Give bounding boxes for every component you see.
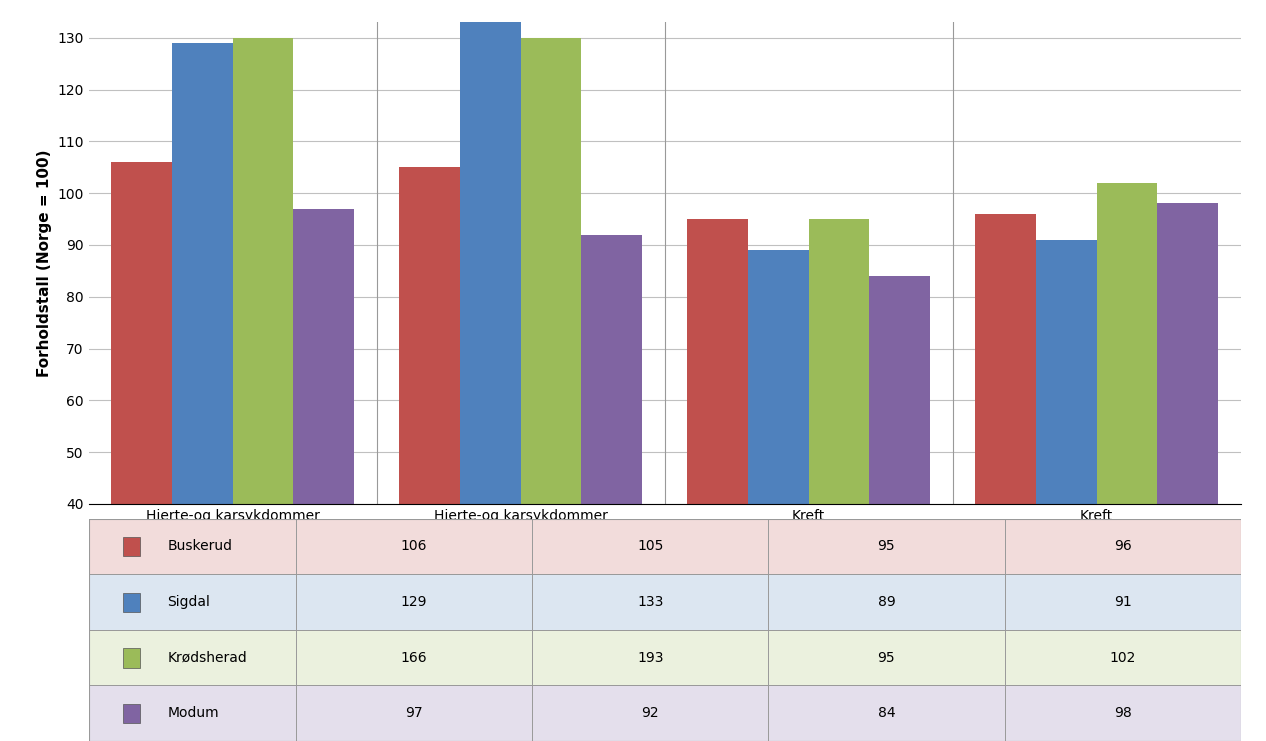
Bar <box>460 22 520 711</box>
Bar <box>687 219 748 711</box>
Text: 102: 102 <box>1109 651 1136 665</box>
Bar <box>581 235 642 711</box>
Text: 95: 95 <box>877 539 895 554</box>
Bar <box>1036 240 1096 711</box>
Text: 84: 84 <box>877 706 895 720</box>
Bar <box>89 574 1241 630</box>
Text: Sigdal: Sigdal <box>167 595 210 609</box>
Bar <box>809 219 870 711</box>
Bar <box>399 167 460 711</box>
Bar <box>123 537 139 556</box>
Bar <box>172 43 233 711</box>
Text: 105: 105 <box>637 539 663 554</box>
Text: Modum: Modum <box>167 706 219 720</box>
Text: Krødsherad: Krødsherad <box>167 651 247 665</box>
Text: 133: 133 <box>637 595 663 609</box>
Text: 91: 91 <box>1114 595 1132 609</box>
Bar <box>111 162 172 711</box>
Text: 193: 193 <box>637 651 663 665</box>
Text: 95: 95 <box>877 651 895 665</box>
Text: 89: 89 <box>877 595 895 609</box>
Bar <box>89 685 1241 741</box>
Bar <box>975 214 1036 711</box>
Bar <box>870 276 931 711</box>
Bar <box>1157 204 1218 711</box>
Bar <box>294 209 354 711</box>
Bar <box>89 519 1241 574</box>
Text: 96: 96 <box>1114 539 1132 554</box>
Bar <box>520 38 581 711</box>
Text: 92: 92 <box>642 706 660 720</box>
Bar <box>1096 183 1157 711</box>
Text: 166: 166 <box>401 651 428 665</box>
Text: 97: 97 <box>405 706 423 720</box>
Text: 98: 98 <box>1114 706 1132 720</box>
Text: 106: 106 <box>401 539 428 554</box>
Text: Buskerud: Buskerud <box>167 539 233 554</box>
Text: 129: 129 <box>401 595 428 609</box>
Bar <box>123 704 139 723</box>
Bar <box>748 250 809 711</box>
Bar <box>233 38 294 711</box>
Bar <box>123 593 139 612</box>
Y-axis label: Forholdstall (Norge = 100): Forholdstall (Norge = 100) <box>37 149 52 377</box>
Bar <box>123 648 139 668</box>
Bar <box>89 630 1241 685</box>
